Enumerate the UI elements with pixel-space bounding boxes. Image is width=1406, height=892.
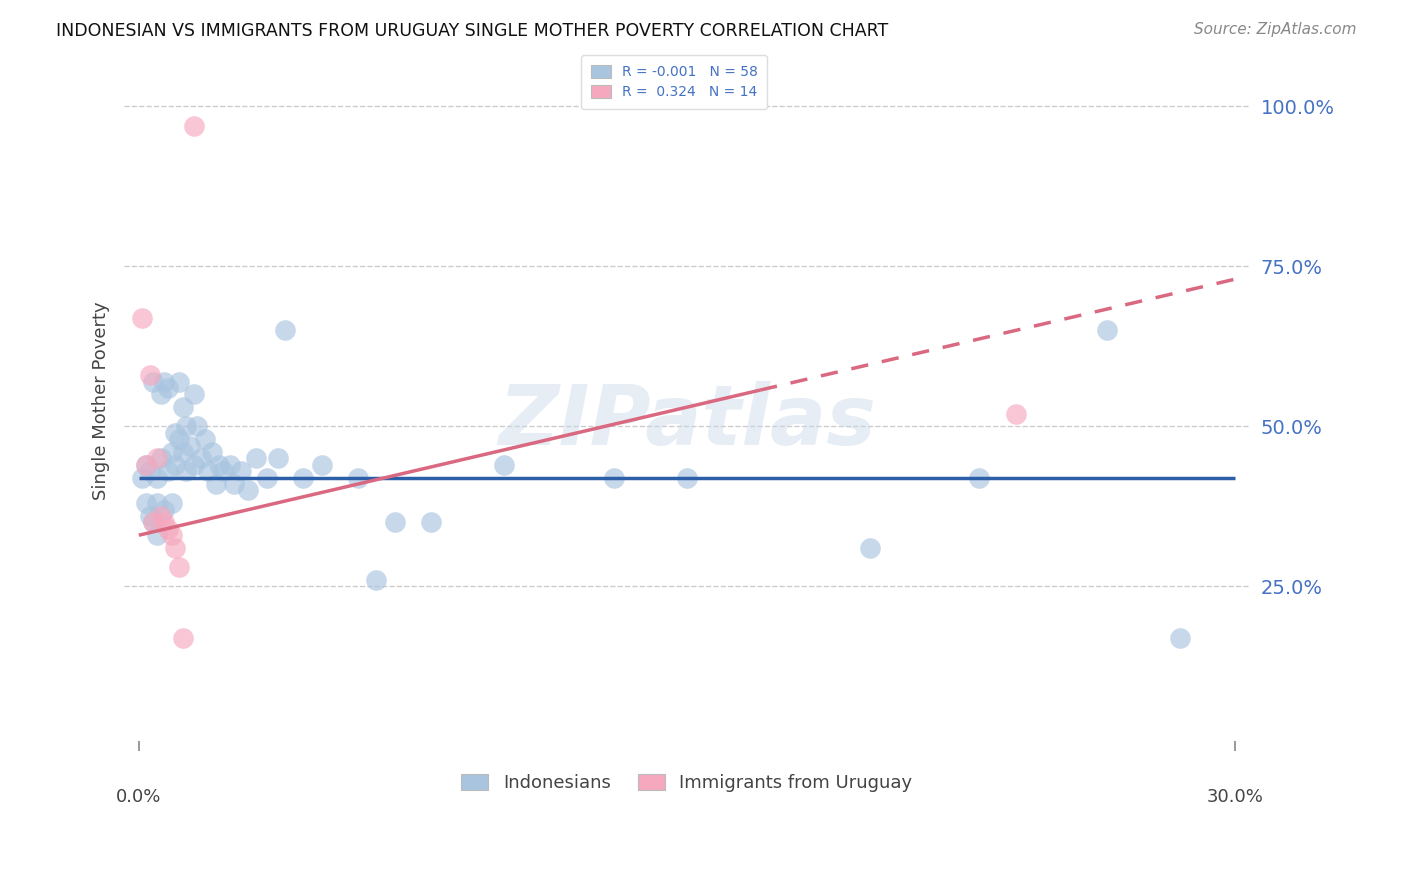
- Point: [201, 445, 224, 459]
- Point: [139, 368, 162, 383]
- Point: [139, 464, 162, 478]
- Point: [131, 310, 153, 325]
- Point: [384, 516, 406, 530]
- Point: [183, 387, 205, 401]
- Point: [176, 464, 198, 478]
- Text: Source: ZipAtlas.com: Source: ZipAtlas.com: [1194, 22, 1357, 37]
- Point: [146, 470, 169, 484]
- Point: [194, 432, 217, 446]
- Point: [231, 464, 253, 478]
- Point: [603, 470, 626, 484]
- Point: [165, 425, 187, 440]
- Point: [135, 458, 157, 472]
- Point: [149, 451, 172, 466]
- Point: [167, 432, 190, 446]
- Point: [139, 508, 162, 523]
- Point: [222, 477, 245, 491]
- Point: [197, 464, 219, 478]
- Point: [131, 470, 153, 484]
- Point: [157, 464, 180, 478]
- Point: [146, 496, 169, 510]
- Point: [172, 445, 194, 459]
- Point: [179, 439, 201, 453]
- Point: [172, 400, 194, 414]
- Point: [967, 470, 990, 484]
- Point: [183, 119, 205, 133]
- Point: [157, 381, 180, 395]
- Point: [245, 451, 267, 466]
- Point: [142, 375, 165, 389]
- Legend: Indonesians, Immigrants from Uruguay: Indonesians, Immigrants from Uruguay: [454, 767, 920, 799]
- Point: [149, 508, 172, 523]
- Point: [183, 458, 205, 472]
- Point: [153, 375, 176, 389]
- Point: [420, 516, 443, 530]
- Point: [165, 458, 187, 472]
- Point: [153, 502, 176, 516]
- Point: [238, 483, 260, 498]
- Point: [311, 458, 333, 472]
- Point: [1095, 323, 1118, 337]
- Point: [157, 522, 180, 536]
- Point: [676, 470, 699, 484]
- Y-axis label: Single Mother Poverty: Single Mother Poverty: [93, 301, 110, 500]
- Point: [190, 451, 212, 466]
- Point: [204, 477, 226, 491]
- Point: [160, 528, 183, 542]
- Text: INDONESIAN VS IMMIGRANTS FROM URUGUAY SINGLE MOTHER POVERTY CORRELATION CHART: INDONESIAN VS IMMIGRANTS FROM URUGUAY SI…: [56, 22, 889, 40]
- Point: [292, 470, 315, 484]
- Point: [347, 470, 370, 484]
- Text: ZIPatlas: ZIPatlas: [498, 381, 876, 462]
- Point: [1004, 407, 1026, 421]
- Point: [494, 458, 516, 472]
- Text: 0.0%: 0.0%: [117, 788, 162, 805]
- Point: [219, 458, 242, 472]
- Point: [142, 516, 165, 530]
- Point: [274, 323, 297, 337]
- Text: 30.0%: 30.0%: [1206, 788, 1264, 805]
- Point: [146, 528, 169, 542]
- Point: [172, 631, 194, 645]
- Point: [167, 560, 190, 574]
- Point: [160, 445, 183, 459]
- Point: [160, 496, 183, 510]
- Point: [186, 419, 208, 434]
- Point: [256, 470, 278, 484]
- Point: [153, 516, 176, 530]
- Point: [165, 541, 187, 555]
- Point: [142, 516, 165, 530]
- Point: [1168, 631, 1191, 645]
- Point: [135, 496, 157, 510]
- Point: [212, 464, 235, 478]
- Point: [366, 573, 388, 587]
- Point: [208, 458, 231, 472]
- Point: [167, 375, 190, 389]
- Point: [146, 451, 169, 466]
- Point: [859, 541, 882, 555]
- Point: [176, 419, 198, 434]
- Point: [149, 387, 172, 401]
- Point: [267, 451, 290, 466]
- Point: [135, 458, 157, 472]
